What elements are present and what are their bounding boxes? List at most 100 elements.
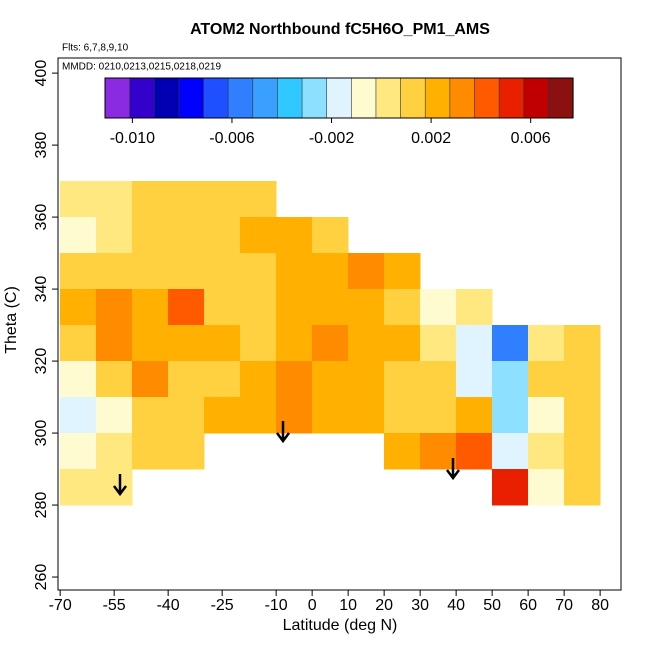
heat-cell [60,181,97,218]
heat-cell [384,253,421,290]
heat-cell [168,289,205,326]
arrow [113,474,127,497]
heat-cell [276,325,313,362]
heat-cell [276,217,313,254]
heat-cell [168,325,205,362]
heat-cell [240,361,277,398]
colorbar-swatch [449,77,476,119]
heat-cell [132,289,169,326]
heat-cell [96,361,133,398]
heat-cell [420,289,457,326]
colorbar-swatch [129,77,155,119]
colorbar-swatch [153,77,180,119]
y-tick-label: 380 [33,132,50,159]
heat-cell [456,433,493,470]
heat-cell [384,397,421,434]
heat-cell [564,325,601,362]
x-tick-label: 30 [411,597,429,614]
heat-cell [96,253,133,290]
heat-cell [312,361,349,398]
heat-cell [528,397,565,434]
x-axis-label: Latitude (deg N) [283,617,398,634]
heat-cell [276,289,313,326]
colorbar-swatch [375,77,402,119]
heat-cell [528,469,565,506]
colorbar-tick-label: 0.006 [511,130,551,147]
x-tick-label: 10 [339,597,357,614]
x-tick-label: -10 [265,597,288,614]
y-axis-label: Theta (C) [3,286,20,354]
arrow [276,421,290,444]
heat-cell [240,181,277,218]
heat-cell [492,433,529,470]
heat-cell [96,397,133,434]
y-tick-label: 300 [33,420,50,447]
heat-cell [384,325,421,362]
heat-cell [132,181,169,218]
y-tick-label: 320 [33,348,50,375]
heat-cell [456,397,493,434]
heat-cell [60,325,97,362]
colorbar-swatch [351,77,377,119]
heat-cell [96,217,133,254]
heat-cell [60,217,97,254]
heat-cell [456,289,493,326]
x-tick-label: 40 [447,597,465,614]
colorbar-tick-label: -0.010 [110,130,155,147]
heat-cell [348,361,385,398]
y-tick-label: 340 [33,276,50,303]
x-tick-label: 70 [555,597,573,614]
heat-cell [96,433,133,470]
heat-cell [528,325,565,362]
heat-cell [96,289,133,326]
heat-cell [168,361,205,398]
x-tick-label: -25 [211,597,234,614]
heat-cell [456,325,493,362]
heat-cell [204,217,241,254]
heat-cell [528,433,565,470]
colorbar-swatch [104,77,131,119]
heat-cell [492,325,529,362]
heat-cell [60,397,97,434]
heat-cell [168,181,205,218]
heat-cell [204,361,241,398]
heat-cell [564,433,601,470]
heat-cell [132,253,169,290]
colorbar-swatch [326,77,352,119]
heat-cell [384,433,421,470]
colorbar-swatch [277,77,303,119]
heat-cell [96,325,133,362]
heat-cell [132,433,169,470]
colorbar-swatch [474,77,500,119]
colorbar-swatch [301,77,328,119]
x-tick-label: 0 [308,597,317,614]
heat-cell [276,361,313,398]
heat-cell [240,217,277,254]
heat-cell [60,469,97,506]
heat-cell [384,289,421,326]
x-tick-label: 50 [483,597,501,614]
heat-cell [168,397,205,434]
heat-cell [240,397,277,434]
heat-cell [276,253,313,290]
heat-cell [348,325,385,362]
heat-cell [168,433,205,470]
heat-cell [132,397,169,434]
heat-cell [204,253,241,290]
heat-cell [420,325,457,362]
x-tick-label: -55 [103,597,126,614]
heat-cell [204,181,241,218]
heat-cell [60,289,97,326]
heat-cell [528,361,565,398]
subtitle: Flts: 6,7,8,9,10 [62,43,129,54]
heat-cell [564,469,601,506]
heat-cell [312,397,349,434]
heat-cell [312,325,349,362]
colorbar-swatch [548,77,574,119]
arrow [446,458,460,481]
heat-cell [348,397,385,434]
heat-cell [132,217,169,254]
colorbar-swatch [178,77,205,119]
